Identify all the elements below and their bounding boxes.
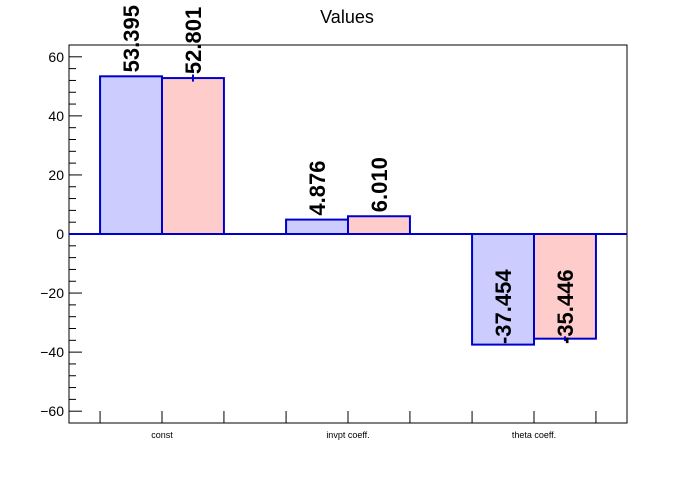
x-axis: const invpt coeff. theta coeff. bbox=[99, 411, 597, 440]
data-label: 6.010 bbox=[367, 157, 392, 212]
data-label: 53.395 bbox=[119, 5, 144, 72]
bar bbox=[533, 233, 597, 340]
x-category-label: const bbox=[151, 430, 173, 440]
data-label: 4.876 bbox=[305, 161, 330, 216]
x-category-label: theta coeff. bbox=[512, 430, 556, 440]
y-tick-label: 0 bbox=[56, 226, 64, 242]
y-tick-label: −40 bbox=[40, 344, 64, 360]
data-label: 52.801 bbox=[181, 7, 206, 74]
y-tick-label: −60 bbox=[40, 403, 64, 419]
bar bbox=[99, 75, 163, 236]
data-label: -35.446 bbox=[553, 269, 578, 344]
data-labels: 53.395 4.876 -37.454 52.801 6.010 -35.446 bbox=[119, 5, 578, 344]
bar bbox=[285, 218, 350, 235]
chart-title: Values bbox=[320, 7, 374, 27]
y-tick-label: −20 bbox=[40, 285, 64, 301]
y-tick-label: 20 bbox=[48, 167, 64, 183]
y-axis: −60 −40 −20 0 20 40 60 bbox=[40, 49, 82, 419]
y-tick-label: 60 bbox=[48, 49, 64, 65]
bar bbox=[471, 233, 536, 346]
y-tick-label: 40 bbox=[48, 108, 64, 124]
bar bbox=[161, 77, 225, 235]
bar bbox=[347, 215, 411, 236]
x-category-label: invpt coeff. bbox=[326, 430, 369, 440]
data-label: -37.454 bbox=[491, 269, 516, 344]
bars bbox=[69, 74, 627, 346]
